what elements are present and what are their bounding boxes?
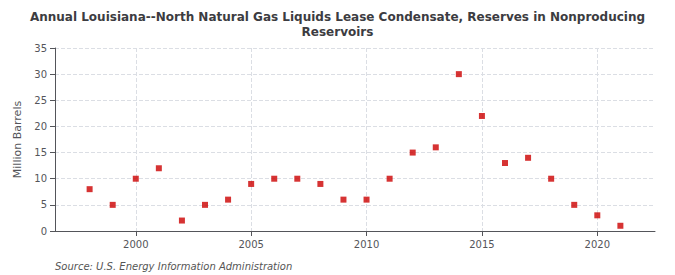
svg-text:30: 30 — [34, 69, 47, 80]
svg-text:35: 35 — [34, 43, 47, 54]
svg-text:10: 10 — [34, 173, 47, 184]
svg-text:Source: U.S. Energy Informatio: Source: U.S. Energy Information Administ… — [55, 261, 292, 272]
svg-text:2020: 2020 — [585, 239, 610, 250]
svg-text:5: 5 — [41, 199, 47, 210]
svg-text:20: 20 — [34, 121, 47, 132]
svg-text:Million Barrels: Million Barrels — [11, 101, 24, 179]
svg-text:0: 0 — [41, 226, 47, 237]
svg-text:25: 25 — [34, 95, 47, 106]
svg-text:2000: 2000 — [123, 239, 148, 250]
svg-text:2005: 2005 — [238, 239, 263, 250]
svg-text:Annual Louisiana--North Natura: Annual Louisiana--North Natural Gas Liqu… — [30, 10, 645, 24]
svg-text:15: 15 — [34, 147, 47, 158]
svg-text:2015: 2015 — [469, 239, 494, 250]
svg-text:2010: 2010 — [354, 239, 379, 250]
svg-text:Reservoirs: Reservoirs — [302, 25, 374, 39]
